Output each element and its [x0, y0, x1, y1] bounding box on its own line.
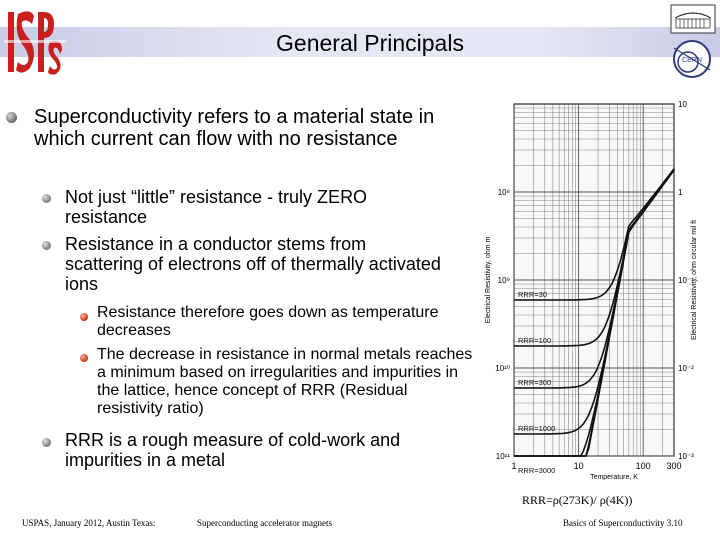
footer-left: USPAS, January 2012, Austin Texas: [22, 518, 156, 528]
bullet-marker [42, 438, 51, 447]
bullet-temperature: Resistance therefore goes down as temper… [97, 304, 439, 339]
resistivity-chart: RRR=30 RRR=100 RRR=300 RRR=1000 RRR=3000 RRR=… [485, 100, 698, 521]
y-tick-label-right: 10 [678, 100, 687, 109]
svg-text:CERN: CERN [682, 57, 702, 64]
bullet-marker [80, 313, 88, 321]
building-logo [670, 4, 716, 34]
x-tick-label: 100 [636, 461, 651, 471]
y-tick-label-right: 10⁻¹ [678, 276, 694, 285]
bullet-zero-resistance: Not just “little” resistance - truly ZER… [65, 187, 368, 228]
bullet-marker [6, 112, 17, 123]
y-axis-label-left: Electrical Resistivity, ohm m [485, 237, 492, 324]
series-label: RRR=30 [518, 290, 547, 299]
x-axis-label: Temperature, K [590, 474, 638, 480]
y-tick-label-right: 1 [678, 188, 683, 197]
resistivity-figure: RRR=30 RRR=100 RRR=300 RRR=1000 RRR=3000 RRR=… [476, 96, 704, 521]
x-tick-label: 300 [666, 461, 681, 471]
series-label: RRR=100 [518, 336, 551, 345]
y-tick-label-left: 10¹¹ [496, 452, 511, 461]
bullet-marker [42, 241, 51, 250]
bullet-rrr-concept: The decrease in resistance in normal met… [97, 346, 473, 417]
y-axis-label-right: Electrical Resistivity, ohm circular mil… [691, 220, 698, 340]
bullet-rrr-measure: RRR is a rough measure of cold-work and … [65, 430, 401, 471]
series-label: RRR=1000 [518, 424, 555, 433]
uspas-logo [4, 11, 66, 75]
y-tick-label-left: 10¹⁰ [495, 364, 510, 373]
footer-right: Basics of Superconductivity 3.10 [563, 518, 683, 528]
x-tick-label: 10 [574, 461, 584, 471]
bullet-scattering: Resistance in a conductor stems from sca… [65, 234, 441, 295]
bullet-superconductivity: Superconductivity refers to a material s… [34, 106, 435, 151]
bullet-marker [42, 194, 51, 203]
series-label: RRR=300 [518, 378, 551, 387]
footer-center: Superconducting accelerator magnets [197, 518, 332, 528]
cern-logo: CERN [673, 40, 711, 78]
y-tick-label-right: 10⁻³ [678, 452, 694, 461]
slide-title: General Principals [276, 30, 464, 56]
rrr-curve [514, 169, 675, 457]
series-label: RRR=3000 [518, 466, 555, 475]
rrr-curve [514, 168, 675, 301]
y-tick-label-right: 10⁻² [678, 364, 694, 373]
rrr-formula: RRR=ρ(273K)/ ρ(4K)) [522, 493, 633, 507]
y-tick-label-left: 10⁹ [498, 276, 510, 285]
bullet-marker [80, 354, 88, 362]
header-band [0, 27, 720, 57]
y-tick-label-left: 10⁸ [498, 188, 510, 197]
x-tick-label: 1 [511, 461, 516, 471]
